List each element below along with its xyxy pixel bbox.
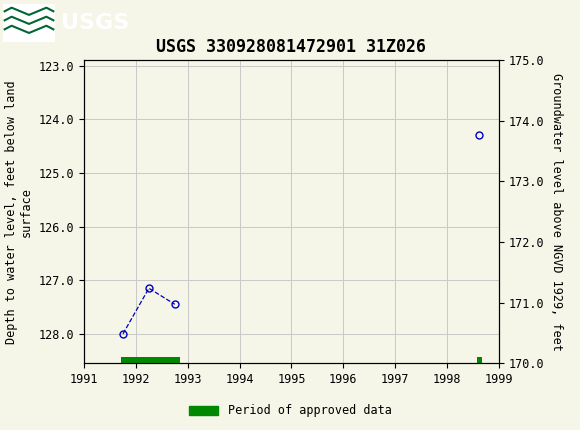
Y-axis label: Groundwater level above NGVD 1929, feet: Groundwater level above NGVD 1929, feet: [550, 73, 563, 351]
Text: USGS: USGS: [61, 12, 129, 33]
Title: USGS 330928081472901 31Z026: USGS 330928081472901 31Z026: [157, 38, 426, 56]
Bar: [121, 356, 180, 363]
Legend: Period of approved data: Period of approved data: [184, 399, 396, 422]
Y-axis label: Depth to water level, feet below land
surface: Depth to water level, feet below land su…: [5, 80, 33, 344]
Bar: [477, 356, 482, 363]
Bar: [3, 3, 55, 42]
